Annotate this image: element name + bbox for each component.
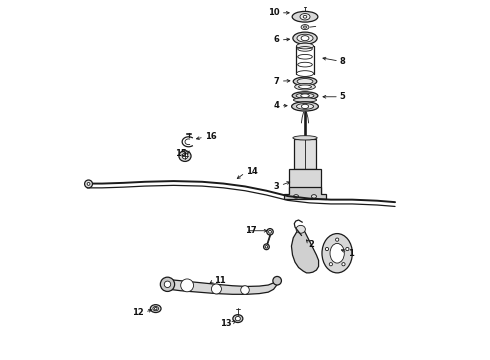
- Ellipse shape: [301, 36, 309, 41]
- Ellipse shape: [153, 306, 159, 311]
- Ellipse shape: [297, 78, 313, 84]
- Ellipse shape: [233, 315, 243, 323]
- Ellipse shape: [330, 243, 344, 263]
- Ellipse shape: [273, 276, 281, 285]
- Text: 14: 14: [246, 167, 258, 176]
- Ellipse shape: [296, 43, 314, 49]
- Text: 2: 2: [309, 240, 315, 249]
- Ellipse shape: [87, 183, 90, 185]
- Ellipse shape: [267, 229, 273, 235]
- Ellipse shape: [264, 244, 270, 249]
- Ellipse shape: [303, 15, 307, 18]
- Ellipse shape: [304, 26, 306, 28]
- Ellipse shape: [293, 32, 317, 44]
- Text: 13: 13: [220, 319, 231, 328]
- Ellipse shape: [293, 77, 317, 86]
- Text: 16: 16: [205, 132, 217, 141]
- Ellipse shape: [294, 195, 298, 198]
- Ellipse shape: [181, 279, 194, 292]
- Text: 6: 6: [274, 36, 280, 45]
- Ellipse shape: [211, 284, 221, 294]
- Ellipse shape: [294, 84, 316, 90]
- Ellipse shape: [325, 247, 329, 251]
- Polygon shape: [292, 226, 319, 273]
- Ellipse shape: [301, 94, 309, 98]
- Text: 17: 17: [245, 226, 257, 235]
- Ellipse shape: [292, 12, 318, 22]
- Text: 3: 3: [274, 181, 280, 190]
- Polygon shape: [284, 187, 326, 199]
- Ellipse shape: [241, 286, 249, 294]
- Ellipse shape: [160, 277, 174, 292]
- Ellipse shape: [292, 102, 319, 111]
- Ellipse shape: [322, 234, 352, 273]
- Ellipse shape: [336, 238, 339, 241]
- Ellipse shape: [329, 262, 333, 266]
- Ellipse shape: [269, 230, 271, 233]
- Ellipse shape: [298, 85, 312, 89]
- Ellipse shape: [154, 307, 157, 310]
- Text: 8: 8: [340, 57, 345, 66]
- Ellipse shape: [294, 98, 317, 102]
- Ellipse shape: [150, 305, 161, 312]
- Ellipse shape: [85, 180, 93, 188]
- Text: 15: 15: [175, 149, 187, 158]
- Ellipse shape: [296, 104, 314, 109]
- Text: 11: 11: [214, 275, 226, 284]
- Ellipse shape: [265, 246, 268, 248]
- Ellipse shape: [293, 136, 317, 140]
- Bar: [289, 169, 321, 194]
- Bar: [294, 139, 317, 169]
- Ellipse shape: [297, 34, 313, 42]
- Ellipse shape: [235, 316, 241, 321]
- Ellipse shape: [296, 225, 305, 233]
- Text: 12: 12: [132, 309, 144, 318]
- Text: 1: 1: [348, 249, 354, 258]
- Ellipse shape: [164, 281, 171, 288]
- Ellipse shape: [179, 151, 191, 161]
- Ellipse shape: [296, 93, 314, 98]
- Ellipse shape: [292, 92, 318, 100]
- Ellipse shape: [301, 24, 309, 30]
- Text: 10: 10: [268, 8, 280, 17]
- Text: 5: 5: [340, 92, 345, 101]
- Ellipse shape: [301, 104, 309, 109]
- Text: 4: 4: [274, 101, 280, 110]
- Ellipse shape: [300, 14, 310, 20]
- Ellipse shape: [296, 71, 314, 76]
- Ellipse shape: [312, 195, 317, 198]
- Polygon shape: [167, 279, 278, 294]
- Ellipse shape: [342, 262, 345, 266]
- Ellipse shape: [182, 153, 188, 159]
- Text: 7: 7: [274, 77, 280, 86]
- Ellipse shape: [346, 247, 349, 251]
